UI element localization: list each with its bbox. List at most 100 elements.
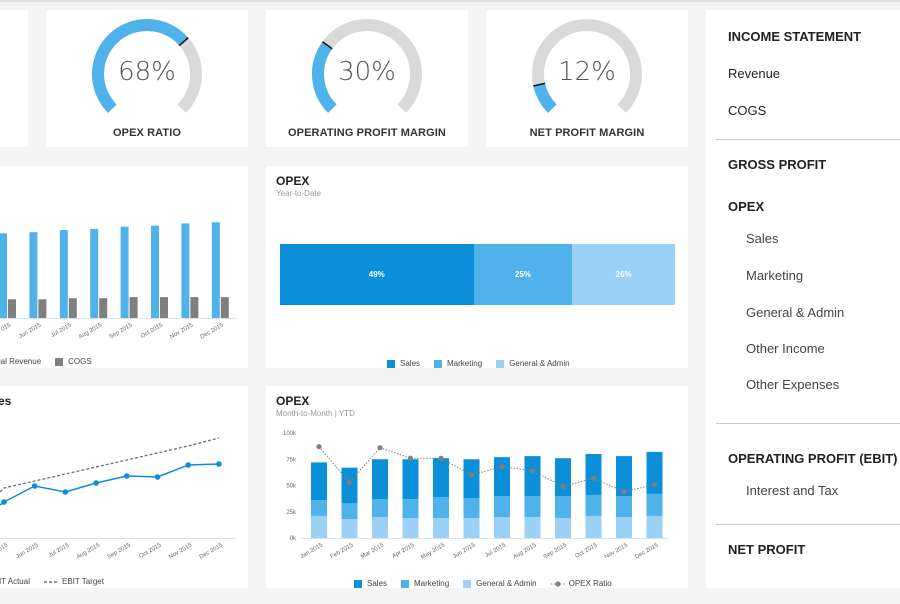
ebit-actual-point <box>185 462 191 468</box>
opex-monthly-chart: 0k 25k 50k 75k 100k Jan 2015 Feb 2015 Mar 2015 A… <box>283 431 668 561</box>
ebit-actual-point <box>62 489 69 495</box>
gauge-fill <box>533 83 557 113</box>
y-tick-label: 0k <box>290 536 297 542</box>
x-tick-label: Nov 2015 <box>169 322 195 340</box>
opex-monthly-card: OPEX Month-to-Month | YTD 0k 25k 50k 75k 100… <box>266 386 688 588</box>
card-title: es <box>0 394 12 408</box>
sidebar-item-other-income[interactable]: Other Income <box>746 341 825 356</box>
gauge-fill <box>92 19 189 113</box>
sales-bar <box>463 459 480 499</box>
y-tick-label: 75k <box>286 457 297 463</box>
legend-cogs: COGS <box>55 357 92 366</box>
revenue-bar <box>29 232 38 318</box>
sidebar-item-opex[interactable]: OPEX <box>728 199 765 214</box>
sidebar-item-cogs[interactable]: COGS <box>728 103 767 118</box>
cogs-bar <box>220 297 229 318</box>
gauge-card-operating-profit-margin: 30% OPERATING PROFIT MARGIN <box>266 10 468 147</box>
general-admin-bar <box>646 515 663 538</box>
gauge-svg <box>92 19 202 113</box>
general-admin-bar <box>585 515 602 538</box>
gauge-track <box>532 19 642 113</box>
gauge-value: 30% <box>338 57 396 87</box>
x-tick-label: May 2015 <box>420 542 446 561</box>
marketing-bar <box>463 498 480 519</box>
opex-ratio-point <box>529 468 536 474</box>
y-tick-label: 100k <box>283 431 297 437</box>
legend-label: OPEX Ratio <box>568 579 612 588</box>
sidebar-item-marketing[interactable]: Marketing <box>746 268 804 283</box>
x-tick-label: Jan 2015 <box>300 542 325 560</box>
x-tick-label: Aug 2015 <box>78 322 104 340</box>
general-admin-bar <box>372 517 388 538</box>
opex-ratio-line <box>318 446 655 493</box>
sidebar-item-net-profit[interactable]: NET PROFIT <box>728 542 806 557</box>
x-tick-label: Dec 2015 <box>199 542 225 560</box>
sales-bar <box>433 458 449 498</box>
legend-label: Sales <box>367 579 388 588</box>
sidebar-item-other-expenses[interactable]: Other Expenses <box>746 377 840 392</box>
revenue-legend: tual Revenue COGS <box>0 357 106 366</box>
sidebar-item-revenue[interactable]: Revenue <box>728 66 781 81</box>
x-tick-label: Mar 2015 <box>360 542 386 560</box>
divider <box>716 423 900 424</box>
cogs-bar <box>68 298 77 318</box>
sidebar-item-income-statement[interactable]: INCOME STATEMENT <box>728 29 862 44</box>
sales-bar <box>402 459 419 500</box>
sidebar-item-operating-profit[interactable]: OPERATING PROFIT (EBIT) <box>728 451 898 466</box>
sales-bar <box>616 456 632 496</box>
general-admin-bar <box>463 518 480 538</box>
opex-ratio-point <box>499 464 505 470</box>
card-subtitle: Year-to-Date <box>276 189 322 198</box>
ebit-legend: IT Actual EBIT Target <box>0 577 118 586</box>
y-tick-label: 25k <box>286 510 297 516</box>
legend-label: Marketing <box>414 579 450 588</box>
card-subtitle: Month-to-Month | YTD <box>276 409 355 418</box>
legend-general-admin: General & Admin <box>496 359 570 368</box>
sidebar-item-general-admin[interactable]: General & Admin <box>746 305 845 320</box>
general-admin-bar <box>311 515 327 538</box>
legend-label: EBIT Target <box>61 577 104 586</box>
legend-label: tual Revenue <box>0 357 42 366</box>
sidebar-item-gross-profit[interactable]: GROSS PROFIT <box>728 157 827 172</box>
opex-ytd-legend: Sales Marketing General & Admin <box>387 359 584 368</box>
legend-ebit-actual: IT Actual <box>0 577 30 586</box>
sales-bar <box>494 457 510 496</box>
gauge-value: 12% <box>558 57 616 87</box>
opex-ratio-point <box>560 483 566 490</box>
gauge-fill <box>312 41 337 113</box>
general-admin-bar <box>555 518 571 538</box>
divider <box>716 139 900 140</box>
square-swatch-icon <box>401 579 410 588</box>
line-dot-icon <box>550 580 565 587</box>
gauge-label: NET PROFIT MARGIN <box>529 127 645 139</box>
ebit-chart: 015 Jun 2015 Jul 2015 Aug 2015 Sep 2015 Oct 2… <box>0 437 236 561</box>
general-admin-bar <box>524 517 541 538</box>
opex-ratio-point <box>468 472 475 478</box>
marketing-bar <box>494 496 510 517</box>
legend-marketing: Marketing <box>401 579 449 588</box>
legend-label: IT Actual <box>0 577 30 586</box>
x-tick-label: Jun 2015 <box>452 542 477 560</box>
x-tick-label: Dec 2015 <box>200 322 226 340</box>
ebit-card: es 015 Jun 2015 Jul 2015 Aug 2015 Sep 2015 Oc… <box>0 386 248 588</box>
x-tick-label: Jul 2015 <box>48 542 71 559</box>
gauge-value: 68% <box>118 57 176 87</box>
marketing-bar <box>524 496 541 517</box>
revenue-bar <box>120 226 129 318</box>
opex-ratio-point <box>346 479 353 485</box>
x-tick-label: Aug 2015 <box>76 542 102 560</box>
cogs-bar <box>99 298 108 318</box>
income-statement-panel: INCOME STATEMENT Revenue COGS GROSS PROF… <box>706 10 900 588</box>
sidebar-item-interest-tax[interactable]: Interest and Tax <box>746 483 839 498</box>
x-tick-label: Jul 2015 <box>50 322 73 339</box>
ebit-target-line <box>0 437 220 493</box>
sales-bar <box>524 456 541 496</box>
revenue-bar <box>90 228 99 318</box>
sales-segment: 49% <box>280 244 474 305</box>
x-tick-label: Nov 2015 <box>604 542 630 560</box>
revenue-cogs-chart: 015 Jun 2015 Jul 2015 Aug 2015 Sep 2015 Oct 2… <box>0 222 236 341</box>
revenue-bar <box>0 233 7 318</box>
opex-ytd-card: OPEX Year-to-Date 49% 25% 26% Sales Market… <box>266 166 688 368</box>
opex-ratio-point <box>377 445 383 451</box>
sidebar-item-sales[interactable]: Sales <box>746 231 779 246</box>
